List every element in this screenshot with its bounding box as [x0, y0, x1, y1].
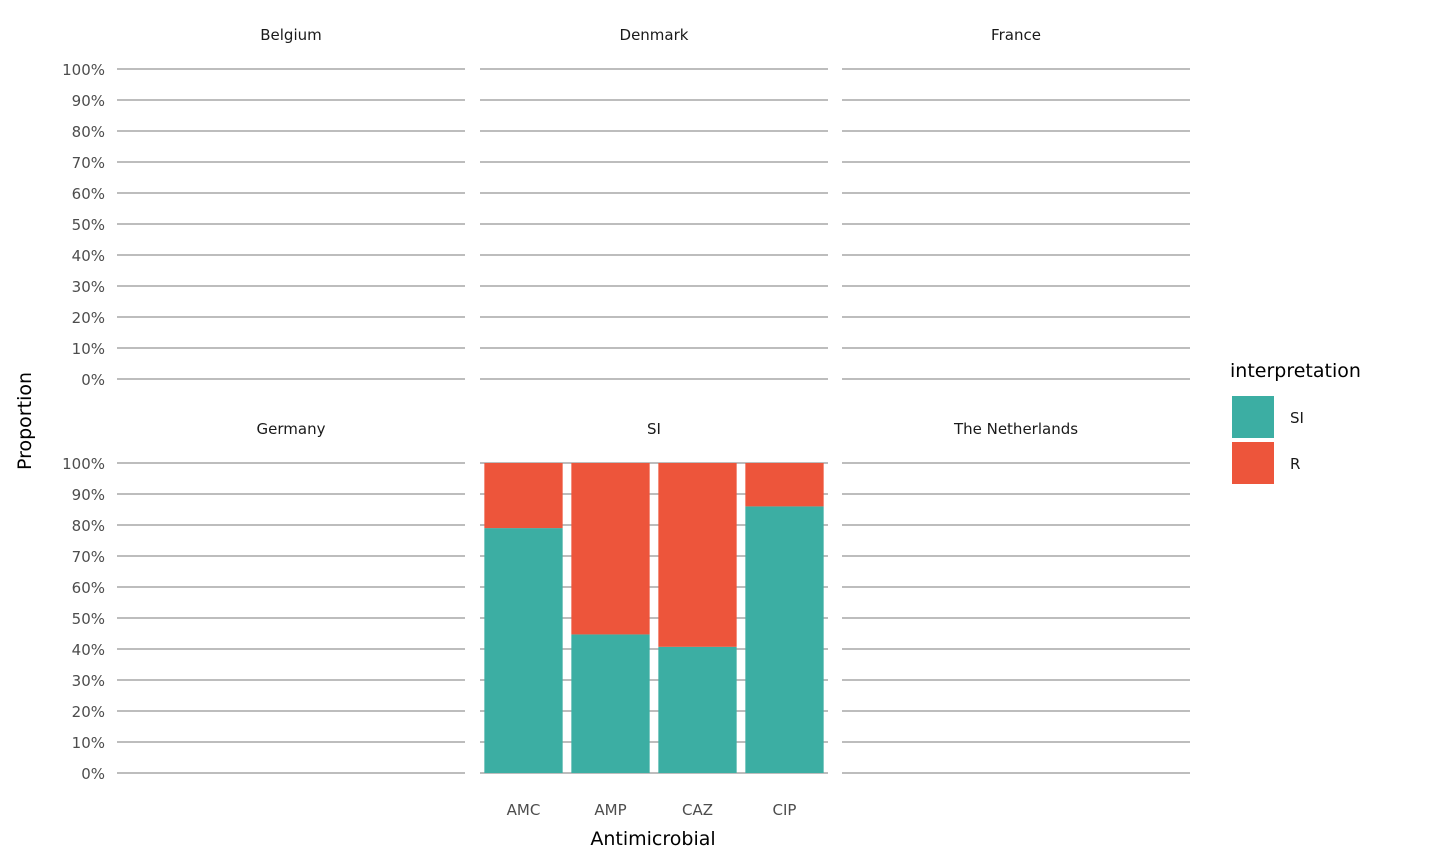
y-tick-label: 40% [72, 247, 105, 265]
y-tick-label: 0% [81, 765, 105, 783]
facet-strip-label: Belgium [260, 26, 322, 44]
y-tick-label: 10% [72, 734, 105, 752]
bar-amp-si [571, 634, 650, 773]
facet-strip-label: France [991, 26, 1041, 44]
y-tick-label: 80% [72, 517, 105, 535]
facet-strip-label: Denmark [620, 26, 689, 44]
y-tick-label: 70% [72, 548, 105, 566]
legend-label: R [1290, 455, 1300, 473]
y-tick-label: 30% [72, 672, 105, 690]
x-tick-label: CAZ [682, 801, 713, 819]
bar-cip-si [745, 506, 824, 773]
y-axis-title: Proportion [14, 372, 36, 470]
y-tick-label: 20% [72, 703, 105, 721]
y-tick-label: 0% [81, 371, 105, 389]
y-tick-label: 50% [72, 216, 105, 234]
legend-key-si [1232, 396, 1274, 438]
x-tick-label: AMC [507, 801, 541, 819]
legend-label: SI [1290, 409, 1304, 427]
y-tick-label: 100% [62, 61, 105, 79]
x-tick-label: AMP [594, 801, 626, 819]
bar-caz-si [658, 646, 737, 773]
x-axis-title: Antimicrobial [590, 828, 715, 850]
y-tick-label: 70% [72, 154, 105, 172]
bar-amc-r [484, 463, 563, 529]
y-tick-label: 90% [72, 92, 105, 110]
y-tick-label: 10% [72, 340, 105, 358]
y-tick-label: 80% [72, 123, 105, 141]
bar-amp-r [571, 463, 650, 635]
y-tick-label: 100% [62, 455, 105, 473]
bar-cip-r [745, 463, 824, 507]
y-tick-label: 60% [72, 579, 105, 597]
legend-title: interpretation [1230, 360, 1361, 382]
y-tick-label: 40% [72, 641, 105, 659]
x-tick-label: CIP [773, 801, 797, 819]
y-tick-label: 30% [72, 278, 105, 296]
facet-strip-label: The Netherlands [953, 420, 1078, 438]
y-tick-label: 20% [72, 309, 105, 327]
facet-strip-label: SI [647, 420, 661, 438]
facet-strip-label: Germany [257, 420, 326, 438]
y-tick-label: 60% [72, 185, 105, 203]
bar-amc-si [484, 528, 563, 773]
y-tick-label: 50% [72, 610, 105, 628]
legend-key-r [1232, 442, 1274, 484]
y-tick-label: 90% [72, 486, 105, 504]
bar-caz-r [658, 463, 737, 647]
